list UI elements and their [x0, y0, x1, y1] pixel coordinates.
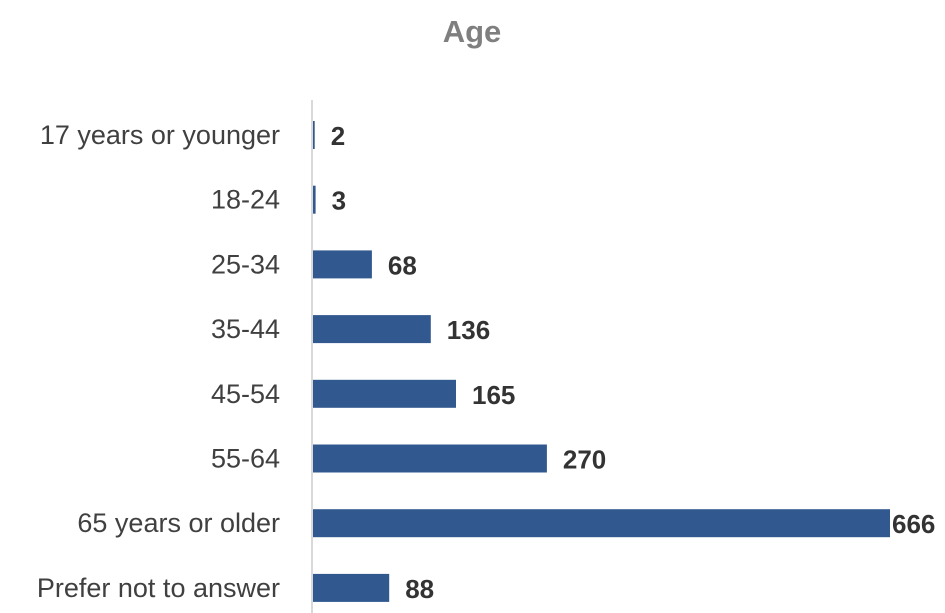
data-label: 666 — [892, 509, 935, 539]
bar-7 — [313, 573, 390, 602]
data-label: 136 — [447, 315, 490, 345]
category-label: 25-34 — [211, 249, 280, 279]
category-label: 18-24 — [211, 185, 280, 215]
chart-title: Age — [443, 14, 502, 49]
category-label: 45-54 — [211, 379, 280, 409]
bar-3 — [313, 315, 431, 344]
category-label: 55-64 — [211, 444, 280, 474]
bar-2 — [313, 250, 372, 279]
data-label: 270 — [563, 445, 606, 475]
category-label: 35-44 — [211, 314, 280, 344]
bars-group — [313, 121, 890, 602]
bar-5 — [313, 444, 547, 473]
category-label: Prefer not to answer — [37, 573, 280, 603]
bar-1 — [313, 185, 316, 214]
data-label: 165 — [472, 380, 515, 410]
category-labels-group: 17 years or younger 18-24 25-34 35-44 45-54 5… — [37, 120, 280, 603]
data-label: 88 — [405, 574, 434, 604]
bar-0 — [313, 121, 315, 149]
data-label: 2 — [331, 121, 345, 151]
bar-6 — [313, 509, 890, 538]
category-label: 65 years or older — [77, 508, 280, 538]
value-labels-group: 2 3 68 136 165 270 666 88 — [331, 121, 936, 604]
data-label: 68 — [388, 250, 417, 280]
data-label: 3 — [332, 186, 346, 216]
bar-4 — [313, 379, 456, 408]
category-label: 17 years or younger — [40, 120, 280, 150]
